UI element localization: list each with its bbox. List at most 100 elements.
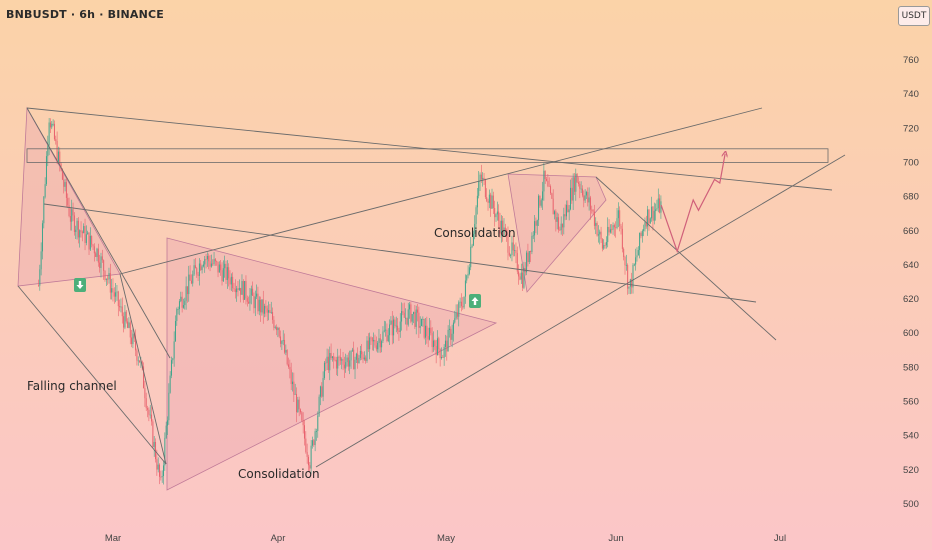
candle-body: [573, 177, 575, 192]
candle-body: [71, 209, 73, 222]
candle-body: [258, 299, 260, 312]
candle-body: [56, 141, 58, 162]
candle-body: [567, 204, 569, 213]
x-tick-label: May: [437, 533, 455, 544]
candle-body: [83, 226, 85, 234]
candle-body: [407, 309, 409, 325]
candle-body: [351, 349, 353, 351]
candle-body: [136, 350, 138, 361]
candle-body: [242, 281, 244, 300]
candle-body: [508, 252, 510, 256]
candle-body: [350, 350, 352, 361]
candle-body: [435, 346, 437, 355]
candle-body: [419, 325, 421, 328]
candle-body: [55, 139, 57, 142]
candle-body: [105, 278, 107, 280]
candle-body: [278, 327, 280, 337]
candle-body: [297, 399, 299, 413]
candle-body: [443, 346, 445, 358]
candle-body: [205, 259, 207, 260]
candle-body: [471, 245, 473, 247]
candle-body: [330, 353, 332, 359]
candle-body: [177, 309, 179, 310]
candle-body: [88, 232, 90, 250]
candle-body: [245, 281, 247, 299]
candle-body: [319, 386, 321, 397]
candle-body: [611, 229, 613, 231]
x-tick-label: Mar: [105, 533, 121, 544]
candle-body: [301, 412, 303, 421]
candle-body: [648, 209, 650, 224]
candle-body: [659, 198, 661, 213]
candle-body: [173, 341, 175, 359]
candle-body: [129, 322, 131, 338]
candle-body: [402, 311, 404, 313]
candle-body: [547, 180, 549, 187]
downtrend-line: [595, 176, 777, 341]
candle-body: [653, 210, 655, 221]
trendline-rising-resistance: [119, 107, 763, 275]
candle-body: [581, 188, 583, 196]
candle-body: [418, 312, 420, 328]
candle-body: [585, 192, 587, 196]
candle-body: [67, 197, 69, 206]
candle-body: [569, 187, 571, 210]
symbol-title: BNBUSDT · 6h · BINANCE: [6, 8, 165, 21]
candle-body: [531, 235, 533, 253]
projection-path: [660, 154, 725, 254]
candle-body: [620, 225, 622, 229]
currency-button[interactable]: USDT: [898, 6, 930, 26]
candle-body: [159, 464, 161, 477]
candle-body: [333, 356, 335, 360]
candle-body: [601, 239, 603, 249]
candle-body: [641, 230, 643, 237]
candle-body: [68, 205, 70, 217]
candle-body: [85, 234, 87, 243]
candle-body: [527, 252, 529, 263]
candle-body: [593, 211, 595, 226]
candle-body: [323, 362, 325, 379]
candle-body: [647, 209, 649, 227]
candle-body: [540, 200, 542, 206]
candle-body: [539, 195, 541, 206]
candle-body: [166, 420, 168, 426]
candle-body: [555, 211, 557, 222]
y-tick-label: 500: [903, 499, 919, 510]
candle-body: [393, 319, 395, 336]
candle-body: [345, 362, 347, 369]
candle-body: [399, 321, 401, 332]
candle-body: [655, 209, 657, 211]
candle-body: [390, 320, 392, 325]
candle-body: [411, 314, 413, 322]
candle-body: [225, 263, 227, 281]
candle-body: [326, 356, 328, 363]
candle-body: [343, 364, 345, 369]
candle-body: [84, 226, 86, 243]
candle-body: [511, 242, 513, 255]
candle-body: [59, 151, 61, 164]
candle-body: [536, 220, 538, 226]
candle-body: [272, 312, 274, 320]
label-consolidation-2: Consolidation: [434, 226, 516, 240]
candle-body: [196, 268, 198, 275]
candle-body: [186, 286, 188, 295]
label-consolidation-1: Consolidation: [238, 467, 320, 481]
candle-body: [128, 322, 130, 328]
candle-body: [113, 292, 115, 297]
candle-body: [632, 264, 634, 288]
candle-body: [621, 228, 623, 249]
candle-body: [438, 338, 440, 350]
candle-body: [335, 359, 337, 369]
candle-body: [597, 234, 599, 236]
candle-body: [633, 264, 635, 266]
candle-body: [359, 350, 361, 358]
candle-body: [444, 340, 446, 347]
candle-body: [214, 259, 216, 262]
candle-body: [534, 221, 536, 236]
candle-body: [43, 196, 45, 224]
candle-body: [583, 195, 585, 201]
candle-body: [488, 194, 490, 203]
candle-body: [484, 179, 486, 198]
